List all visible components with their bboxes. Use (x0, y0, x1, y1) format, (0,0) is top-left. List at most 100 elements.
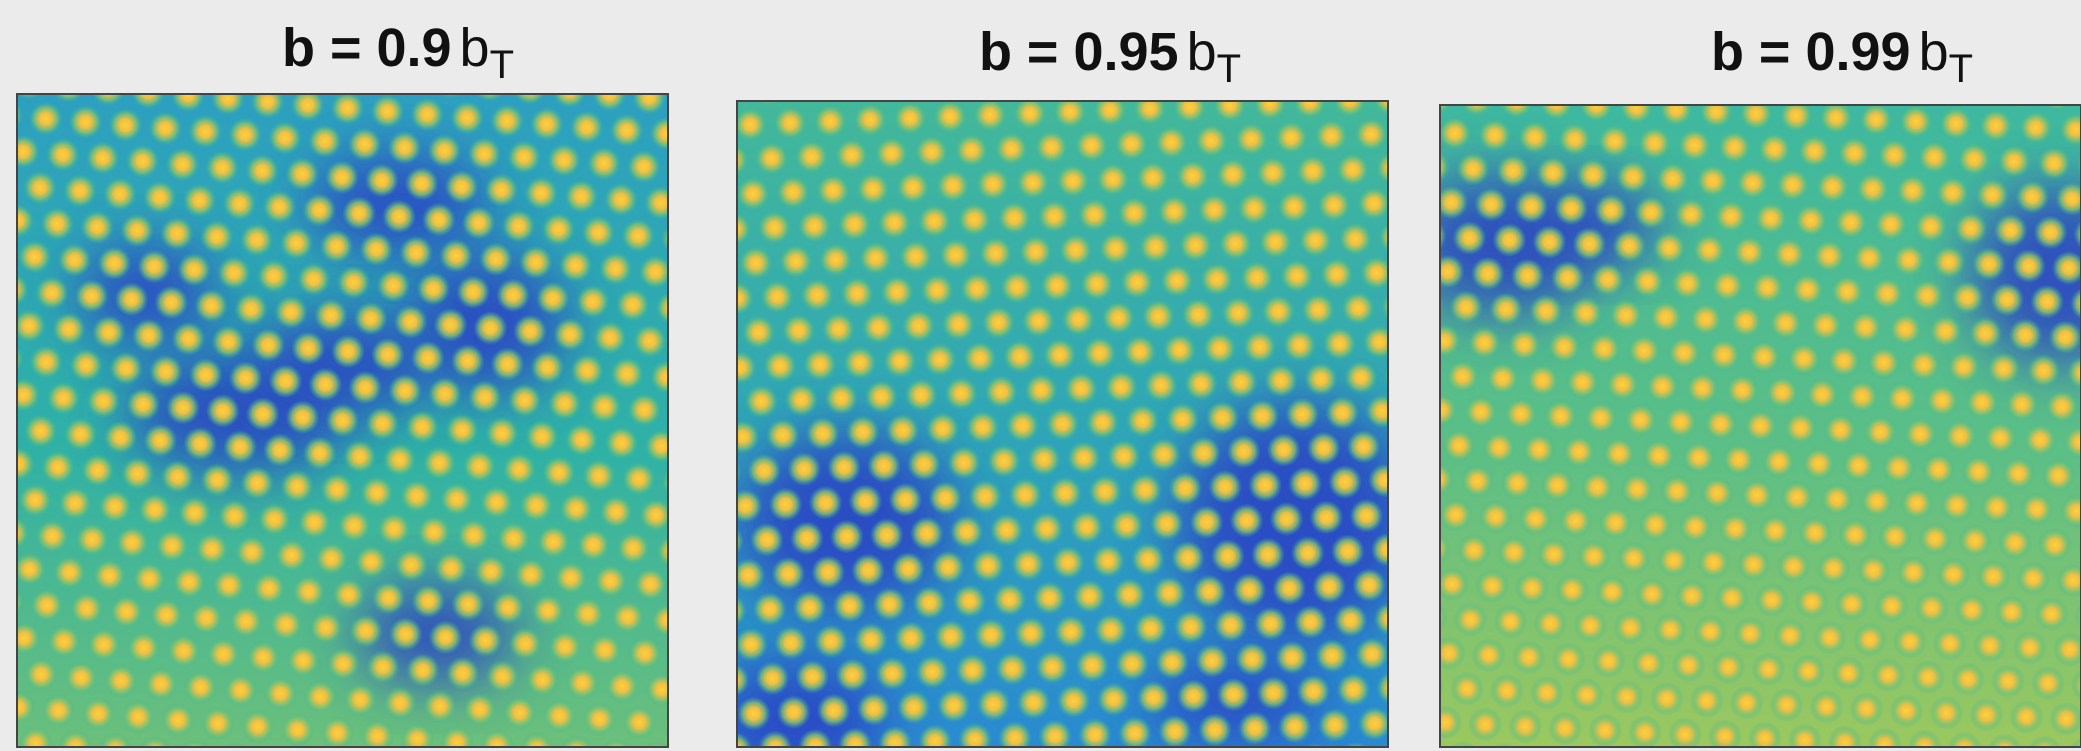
lattice-dot (1497, 535, 1531, 569)
lattice-dot (1536, 156, 1570, 190)
lattice-dot (1008, 478, 1042, 512)
lattice-dot (859, 241, 893, 275)
lattice-dot (715, 143, 749, 177)
lattice-dot (285, 157, 319, 191)
lattice-dot (1813, 621, 1847, 655)
lattice-dot (177, 253, 211, 287)
lattice-dot (1490, 674, 1524, 708)
lattice-dot (627, 393, 661, 427)
lattice-dot (1548, 711, 1582, 745)
lattice-dot (776, 175, 810, 209)
lattice-dot (1609, 298, 1643, 332)
lattice-dot (571, 597, 605, 631)
lattice-dot (422, 446, 456, 480)
lattice-dot (1174, 610, 1208, 644)
lattice-dot (1123, 335, 1157, 369)
lattice-dot (576, 285, 610, 319)
lattice-dot (1740, 478, 1774, 512)
lattice-dot (410, 98, 444, 132)
lattice-dot (984, 375, 1018, 409)
lattice-dot (18, 240, 52, 274)
lattice-dot (1000, 270, 1034, 304)
lattice-dot (1965, 385, 1999, 419)
lattice-dot (1991, 664, 2025, 698)
lattice-dot (955, 653, 989, 687)
lattice-dot (46, 138, 80, 172)
lattice-dot (744, 384, 778, 418)
lattice-dot (1224, 365, 1258, 399)
lattice-dot (923, 343, 957, 377)
lattice-dot (1889, 694, 1923, 728)
lattice-dot (1798, 516, 1832, 550)
lattice-dot (944, 376, 978, 410)
lattice-dot (1173, 90, 1207, 124)
lattice-dot (917, 204, 951, 238)
lattice-dot (769, 487, 803, 521)
lattice-dot (2031, 666, 2065, 700)
lattice-dot (704, 386, 738, 420)
lattice-dot (835, 658, 869, 692)
lattice-dot (1019, 235, 1053, 269)
lattice-dot (280, 469, 314, 503)
lattice-dot (1493, 605, 1527, 639)
lattice-dot (747, 454, 781, 488)
lattice-dot (212, 568, 246, 602)
title-unit: b (460, 18, 490, 78)
lattice-dot (405, 167, 439, 201)
lattice-dot (777, 695, 811, 729)
lattice-dot (1037, 199, 1071, 233)
lattice-dot (702, 317, 736, 351)
lattice-dot (429, 620, 463, 654)
lattice-dot (35, 519, 69, 553)
lattice-dot (1907, 348, 1941, 382)
lattice-dot (1784, 411, 1818, 445)
lattice-dot (565, 666, 599, 700)
lattice-dot (2001, 75, 2035, 109)
lattice-dot (771, 557, 805, 591)
lattice-dot (1280, 259, 1314, 293)
lattice-dot (325, 160, 359, 194)
lattice-dot (1235, 642, 1269, 676)
lattice-dot (872, 67, 906, 101)
title-unit: b (1919, 22, 1949, 82)
lattice-dot (994, 132, 1028, 166)
lattice-dot (1439, 498, 1473, 532)
lattice-dot (1990, 283, 2024, 317)
lattice-dot (303, 436, 337, 470)
lattice-dot (875, 137, 909, 171)
lattice-dot (1667, 336, 1701, 370)
lattice-dot (1878, 520, 1912, 554)
lattice-dot (97, 246, 131, 280)
lattice-dot (1128, 473, 1162, 507)
lattice-dot (1634, 195, 1668, 229)
lattice-dot (440, 482, 474, 516)
lattice-dot (1061, 302, 1095, 336)
lattice-dot (1584, 401, 1618, 435)
lattice-dot (64, 661, 98, 695)
lattice-dot (126, 388, 160, 422)
lattice-dot (1915, 591, 1949, 625)
lattice-dot (2012, 249, 2046, 283)
lattice-dot (47, 624, 81, 658)
lattice-dot (1482, 431, 1516, 465)
lattice-dot (1831, 656, 1865, 690)
lattice-dot (953, 584, 987, 618)
lattice-dot (1572, 227, 1606, 261)
lattice-dot (633, 324, 667, 358)
lattice-dot (1794, 203, 1828, 237)
title-label: b = 0.9 (282, 18, 452, 78)
lattice-dot (1107, 439, 1141, 473)
lattice-dot (1558, 122, 1592, 156)
lattice-dot (235, 535, 269, 569)
lattice-dot (950, 515, 984, 549)
lattice-dot (1700, 476, 1734, 510)
lattice-dot (605, 669, 639, 703)
lattice-dot (1838, 518, 1872, 552)
lattice-dot (1354, 117, 1388, 151)
lattice-dot (933, 100, 967, 134)
lattice-dot (1312, 570, 1346, 604)
lattice-dot (241, 710, 275, 744)
lattice-dot (525, 420, 559, 454)
lattice-dot (92, 315, 126, 349)
lattice-dot (1304, 362, 1338, 396)
